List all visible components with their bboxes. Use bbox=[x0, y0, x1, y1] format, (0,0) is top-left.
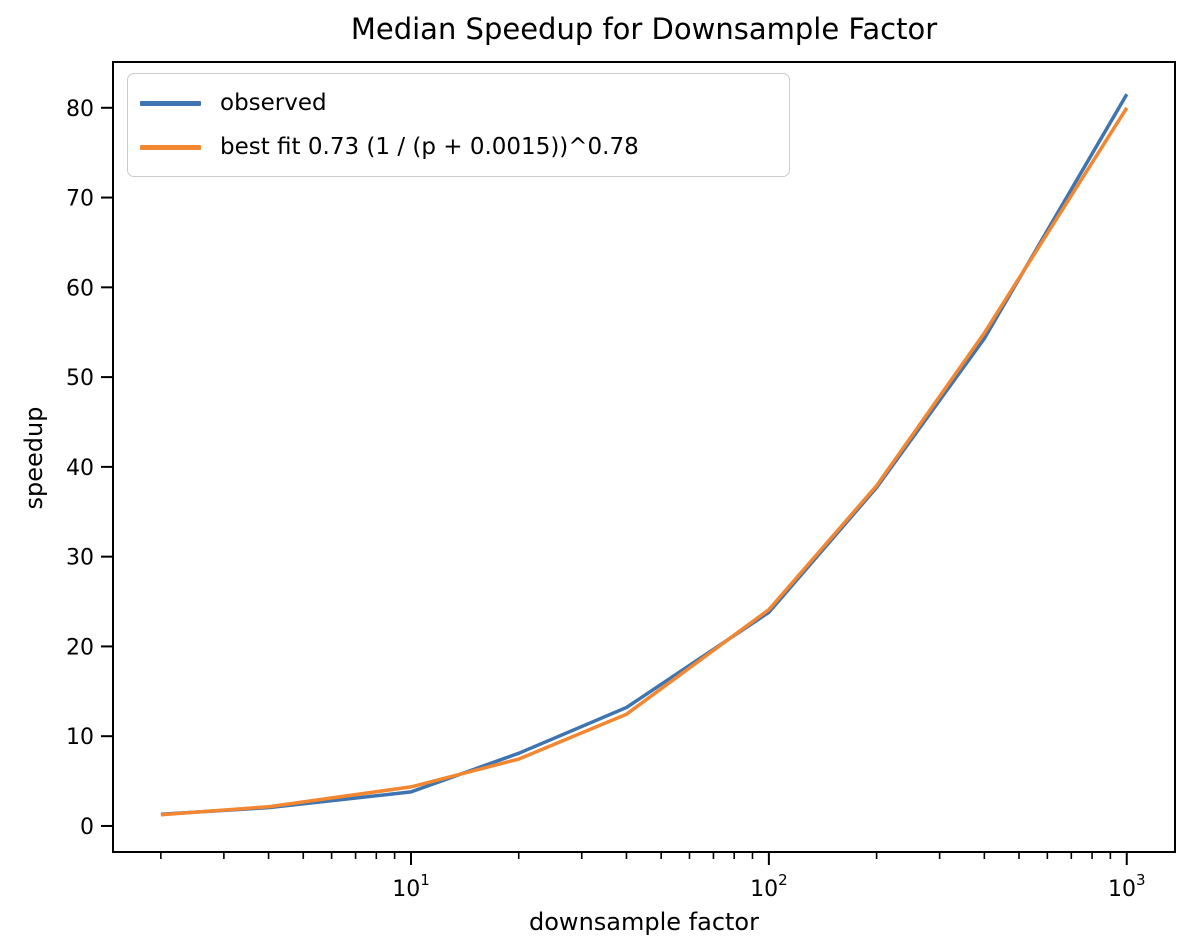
legend-entry-observed: observed bbox=[140, 84, 777, 122]
axes-frame bbox=[112, 61, 1176, 853]
x-axis-label: downsample factor bbox=[529, 908, 759, 936]
axis-ticks bbox=[101, 106, 1128, 865]
y-tick-label: 20 bbox=[66, 635, 94, 660]
y-tick-label: 40 bbox=[66, 456, 94, 481]
data-series bbox=[160, 93, 1129, 817]
legend-entry-best-fit: best fit 0.73 (1 / (p + 0.0015))^0.78 bbox=[140, 128, 777, 166]
series-line-observed bbox=[160, 93, 1129, 817]
y-tick-label: 0 bbox=[80, 815, 94, 840]
y-tick-label: 60 bbox=[66, 276, 94, 301]
y-tick-label: 80 bbox=[66, 97, 94, 122]
legend-line-sample-observed bbox=[140, 100, 201, 106]
x-tick-label: 101 bbox=[392, 871, 430, 902]
legend-label-observed: observed bbox=[220, 89, 327, 116]
y-axis-label: speedup bbox=[20, 406, 48, 510]
series-line-best-fit bbox=[160, 106, 1129, 817]
tick-labels: 0 10 20 30 40 50 60 70 80 101 102 103 bbox=[66, 97, 1146, 902]
legend: observed best fit 0.73 (1 / (p + 0.0015)… bbox=[127, 73, 790, 177]
x-tick-label: 102 bbox=[750, 871, 788, 902]
x-tick-label: 103 bbox=[1108, 871, 1146, 902]
legend-label-best-fit: best fit 0.73 (1 / (p + 0.0015))^0.78 bbox=[220, 133, 639, 160]
y-tick-label: 30 bbox=[66, 546, 94, 571]
chart-title: Median Speedup for Downsample Factor bbox=[350, 12, 938, 46]
y-tick-label: 70 bbox=[66, 187, 94, 212]
y-tick-label: 50 bbox=[66, 366, 94, 391]
legend-line-sample-best-fit bbox=[140, 144, 201, 150]
y-tick-label: 10 bbox=[66, 725, 94, 750]
